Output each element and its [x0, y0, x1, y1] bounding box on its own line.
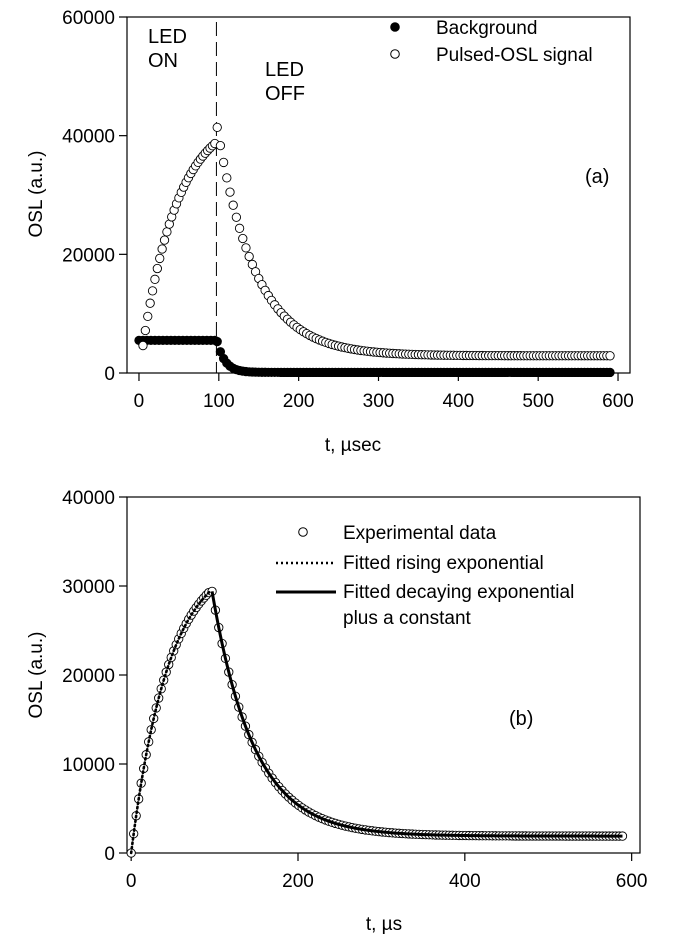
data-point — [145, 298, 155, 308]
x-tick-label: 0 — [134, 391, 145, 412]
data-point — [225, 187, 235, 197]
panel-b-x-ticks: 0 200 400 600 — [126, 853, 648, 892]
panel-b-xlabel: t, µs — [366, 914, 402, 935]
x-tick-label: 500 — [522, 391, 554, 412]
x-tick-label: 400 — [442, 391, 474, 412]
y-tick-label: 0 — [104, 364, 115, 385]
x-tick-label: 300 — [363, 391, 395, 412]
data-point — [157, 244, 167, 254]
legend-label-decaying-2: plus a constant — [343, 608, 472, 629]
data-point — [605, 367, 615, 378]
data-point — [155, 253, 165, 264]
panel-a-xlabel: t, µsec — [325, 435, 381, 456]
data-point — [162, 227, 172, 237]
series-line — [129, 588, 213, 855]
data-point — [140, 325, 151, 336]
legend-label-background: Background — [436, 18, 537, 39]
led-on-label-2: ON — [148, 50, 178, 72]
x-tick-label: 200 — [282, 871, 314, 892]
data-point — [147, 286, 158, 296]
panel-b: 0 10000 20000 30000 40000 0 200 400 600 Experim… — [26, 488, 648, 935]
panel-b-y-ticks: 0 10000 20000 30000 40000 — [62, 488, 127, 865]
data-point — [152, 263, 162, 274]
panel-a-x-ticks: 0 100 200 300 400 500 600 — [134, 373, 634, 412]
y-tick-label: 20000 — [62, 666, 115, 687]
data-point — [234, 223, 245, 233]
data-point — [244, 251, 254, 262]
led-on-label-1: LED — [148, 26, 187, 48]
panel-a-label: (a) — [585, 166, 609, 188]
y-tick-label: 20000 — [62, 245, 115, 266]
data-point — [136, 778, 146, 788]
data-point — [150, 274, 160, 284]
data-point — [138, 340, 148, 351]
data-point — [159, 235, 170, 245]
data-point — [228, 200, 238, 210]
legend-marker-background — [390, 22, 400, 32]
x-tick-label: 400 — [449, 871, 481, 892]
y-tick-label: 30000 — [62, 577, 115, 598]
y-tick-label: 0 — [104, 844, 115, 865]
legend-marker-experimental — [298, 527, 308, 537]
pulsed-osl-points — [138, 122, 615, 361]
panel-a: 0 20000 40000 60000 0 100 200 300 400 500 600 LED… — [26, 8, 634, 456]
led-off-label-2: OFF — [265, 83, 305, 105]
series-line — [210, 591, 623, 838]
y-tick-label: 40000 — [62, 127, 115, 148]
data-point — [212, 336, 222, 347]
data-point — [231, 212, 242, 222]
panel-b-label: (b) — [509, 708, 533, 730]
x-tick-label: 100 — [203, 391, 235, 412]
data-point — [222, 173, 232, 183]
legend-label-rising: Fitted rising exponential — [343, 553, 544, 574]
panel-b-ylabel: OSL (a.u.) — [26, 632, 47, 719]
led-off-label-1: LED — [265, 59, 304, 81]
fitted-rising-curve — [129, 588, 213, 855]
x-tick-label: 200 — [283, 391, 315, 412]
panel-b-frame — [126, 496, 641, 854]
fitted-decaying-curve — [210, 591, 623, 838]
data-point — [212, 122, 222, 133]
background-points — [134, 335, 615, 378]
legend-label-decaying: Fitted decaying exponential — [343, 582, 574, 603]
legend-label-pulsed-osl: Pulsed-OSL signal — [436, 45, 593, 66]
panel-a-y-ticks: 0 20000 40000 60000 — [62, 8, 127, 385]
data-point — [241, 243, 251, 253]
x-tick-label: 600 — [602, 391, 634, 412]
data-point — [218, 157, 229, 168]
x-tick-label: 0 — [126, 871, 137, 892]
y-tick-label: 10000 — [62, 755, 115, 776]
data-point — [238, 233, 248, 244]
panel-a-ylabel: OSL (a.u.) — [26, 151, 47, 238]
y-tick-label: 40000 — [62, 488, 115, 509]
data-point — [215, 140, 226, 151]
y-tick-label: 60000 — [62, 8, 115, 29]
panel-a-frame — [126, 16, 631, 374]
legend-label-experimental: Experimental data — [343, 523, 497, 544]
data-point — [605, 351, 615, 361]
x-tick-label: 600 — [616, 871, 648, 892]
legend-marker-pulsed-osl — [390, 49, 400, 59]
data-point — [143, 311, 153, 322]
